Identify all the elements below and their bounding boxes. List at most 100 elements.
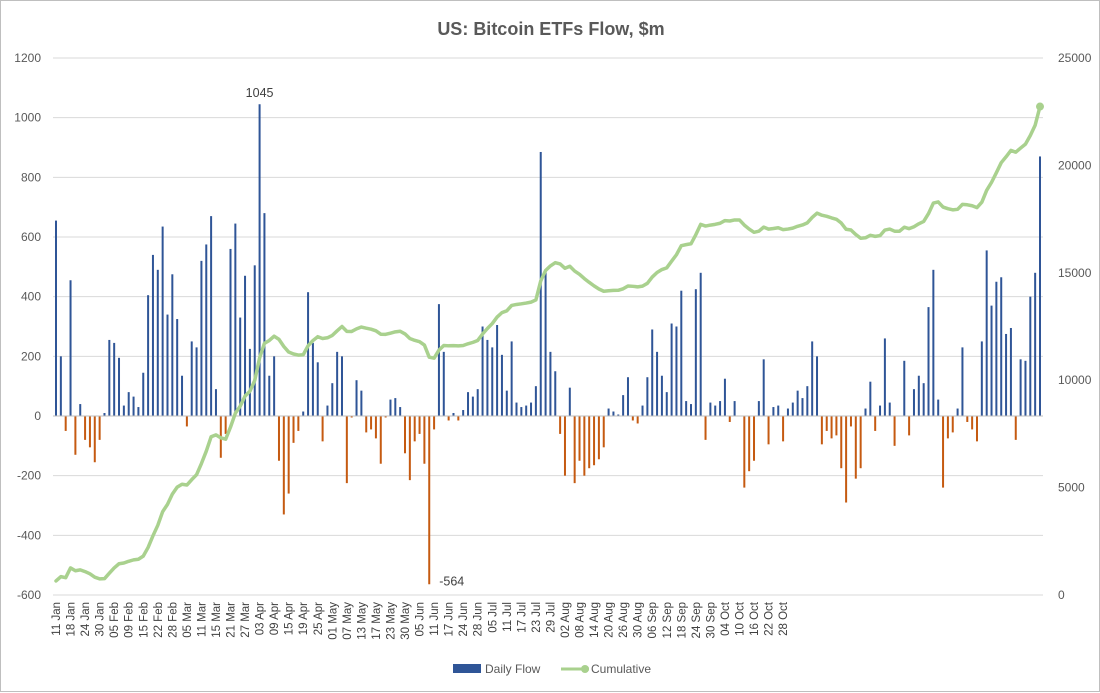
daily-flow-bar [864, 408, 867, 416]
daily-flow-bar [946, 416, 949, 439]
daily-flow-bar [675, 326, 678, 416]
x-axis-tick-label: 05 Jul [487, 602, 499, 633]
daily-flow-bar [602, 416, 605, 448]
x-axis-tick-label: 30 Jan [95, 602, 107, 637]
daily-flow-bar [626, 377, 629, 416]
daily-flow-bar [559, 416, 562, 434]
daily-flow-bar [181, 375, 184, 416]
daily-flow-bar [932, 269, 935, 416]
x-axis-tick-label: 06 Sep [647, 602, 659, 638]
daily-flow-bar [413, 416, 416, 442]
daily-flow-bar [365, 416, 368, 433]
x-axis-tick-label: 07 May [342, 602, 354, 640]
daily-flow-bar [1000, 277, 1003, 416]
daily-flow-bar [660, 375, 663, 416]
daily-flow-bar [719, 401, 722, 416]
daily-flow-bar [457, 416, 460, 421]
daily-flow-bar [995, 281, 998, 416]
daily-flow-bar [956, 408, 959, 416]
x-axis-tick-label: 12 Sep [662, 602, 674, 638]
daily-flow-bar [384, 416, 387, 418]
daily-flow-bar [588, 416, 591, 469]
daily-flow-bar [879, 405, 882, 416]
x-axis-tick-label: 11 Jun [429, 602, 441, 636]
right-axis-tick-label: 5000 [1058, 481, 1085, 495]
cumulative-end-marker [1036, 102, 1044, 111]
daily-flow-bar [307, 292, 310, 416]
daily-flow-bar [515, 402, 518, 416]
daily-flow-bar [234, 223, 237, 416]
daily-flow-bar [893, 416, 896, 446]
daily-flow-bar [423, 416, 426, 464]
daily-flow-bar [753, 416, 756, 461]
daily-flow-bar [326, 405, 329, 416]
daily-flow-bar [350, 416, 353, 418]
x-axis-tick-label: 09 Feb [124, 602, 136, 638]
daily-flow-bar [98, 416, 101, 440]
x-axis-tick-label: 30 Sep [705, 602, 717, 638]
daily-flow-bar [93, 416, 96, 463]
daily-flow-bar [142, 372, 145, 416]
daily-flow-bar [108, 339, 111, 416]
daily-flow-bar [796, 390, 799, 416]
daily-flow-bar [55, 220, 57, 416]
daily-flow-bar [549, 351, 552, 416]
daily-flow-bar [1024, 360, 1027, 416]
daily-flow-bar [321, 416, 324, 442]
daily-flow-bar [1014, 416, 1017, 440]
daily-flow-bar [471, 396, 474, 416]
daily-flow-bar [651, 329, 654, 416]
daily-flow-bar [646, 377, 649, 416]
daily-flow-bar [520, 407, 523, 416]
daily-flow-bar [641, 405, 644, 416]
x-axis-tick-label: 09 Apr [269, 602, 281, 635]
daily-flow-bar [496, 325, 499, 416]
daily-flow-bar [874, 416, 877, 431]
daily-flow-bar [631, 416, 634, 421]
daily-flow-bar [607, 408, 610, 416]
daily-flow-bar [1009, 327, 1012, 416]
daily-flow-bar [811, 341, 814, 416]
daily-flow-bar [534, 386, 537, 416]
daily-flow-bar [481, 326, 484, 416]
daily-flow-bar [1019, 359, 1022, 416]
daily-flow-bar [442, 351, 445, 416]
x-axis-tick-label: 24 Jun [458, 602, 470, 637]
left-axis-tick-label: 400 [21, 290, 41, 304]
daily-flow-bar [782, 416, 785, 442]
daily-flow-bar [447, 416, 450, 421]
daily-flow-bar [791, 402, 794, 416]
daily-flow-bar [917, 375, 920, 416]
daily-flow-bar [340, 356, 343, 416]
daily-flow-bar [268, 375, 271, 416]
daily-flow-bar [277, 416, 280, 461]
daily-flow-bar [510, 341, 513, 416]
x-axis-tick-label: 15 Feb [138, 602, 150, 638]
daily-flow-bar [287, 416, 290, 494]
daily-flow-bar [980, 341, 983, 416]
daily-flow-bar [185, 416, 188, 427]
daily-flow-bar [171, 274, 174, 416]
daily-flow-bar [1034, 272, 1037, 416]
daily-flow-bar [418, 416, 421, 434]
x-axis-tick-label: 05 Mar [182, 602, 194, 638]
x-axis-tick-label: 20 Aug [604, 602, 616, 638]
daily-flow-bar [530, 402, 533, 416]
x-axis-tick-label: 03 Apr [255, 602, 267, 635]
data-label: 1045 [246, 86, 274, 100]
daily-flow-bar [942, 416, 945, 488]
x-axis-tick-label: 17 Jun [444, 602, 456, 637]
daily-flow-bar [205, 244, 208, 416]
daily-flow-bar [859, 416, 862, 469]
x-axis-tick-label: 02 Aug [560, 602, 572, 638]
daily-flow-bar [433, 416, 436, 430]
daily-flow-bar [835, 416, 838, 436]
daily-flow-bar [404, 416, 406, 454]
daily-flow-bar [816, 356, 819, 416]
daily-flow-bar [971, 416, 974, 430]
right-axis-tick-label: 10000 [1058, 373, 1092, 387]
daily-flow-bar [122, 405, 125, 416]
daily-flow-bar [476, 389, 479, 416]
